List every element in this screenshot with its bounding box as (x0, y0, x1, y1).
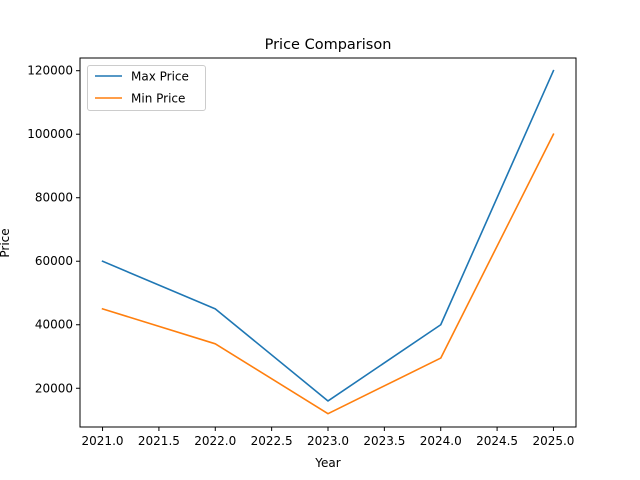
chart-title: Price Comparison (265, 37, 392, 53)
series-line-min-price (101, 133, 555, 415)
y-tick-label: 60000 (35, 254, 73, 268)
legend-label: Max Price (131, 70, 189, 84)
x-axis-label: Year (314, 456, 340, 470)
x-tick-label: 2023.0 (307, 434, 349, 448)
x-tick-label: 2021.0 (82, 434, 124, 448)
x-tick-label: 2023.5 (363, 434, 405, 448)
y-tick-label: 100000 (27, 127, 73, 141)
y-tick-label: 80000 (35, 191, 73, 205)
x-tick-label: 2024.5 (476, 434, 518, 448)
y-tick-label: 20000 (35, 381, 73, 395)
ticks-layer: 2021.0 2021.5 2022.0 2022.5 2023.0 2023.5 2024… (27, 64, 574, 448)
legend: Max Price Min Price (87, 65, 206, 111)
series-line-max-price (101, 69, 555, 402)
y-tick-label: 40000 (35, 318, 73, 332)
x-tick-label: 2022.5 (251, 434, 293, 448)
series-layer (101, 69, 555, 415)
y-axis-label: Price (0, 228, 12, 257)
x-tick-label: 2025.0 (532, 434, 574, 448)
axes-frame (79, 57, 577, 428)
legend-label: Min Price (131, 92, 185, 106)
x-tick-label: 2021.5 (138, 434, 180, 448)
y-tick-label: 120000 (27, 64, 73, 78)
x-tick-label: 2022.0 (194, 434, 236, 448)
x-tick-label: 2024.0 (420, 434, 462, 448)
